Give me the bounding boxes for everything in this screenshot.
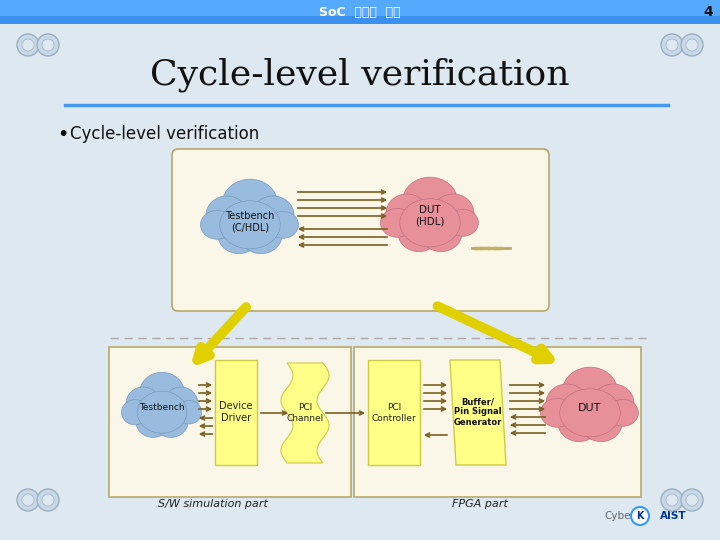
Text: Device
Driver: Device Driver — [220, 401, 253, 423]
Circle shape — [661, 489, 683, 511]
Ellipse shape — [402, 177, 457, 225]
Text: AIST: AIST — [660, 511, 687, 521]
Text: 4: 4 — [703, 5, 713, 19]
Ellipse shape — [206, 196, 248, 234]
Ellipse shape — [386, 194, 428, 232]
Ellipse shape — [432, 194, 474, 232]
Circle shape — [631, 507, 649, 525]
FancyBboxPatch shape — [0, 16, 720, 24]
Text: Testbench
(C/HDL): Testbench (C/HDL) — [225, 211, 275, 233]
Text: PCI
Controller: PCI Controller — [372, 403, 416, 423]
Ellipse shape — [541, 399, 574, 427]
Ellipse shape — [562, 367, 618, 415]
Circle shape — [681, 489, 703, 511]
Ellipse shape — [220, 201, 280, 249]
Ellipse shape — [558, 405, 600, 442]
Ellipse shape — [122, 400, 148, 425]
Circle shape — [42, 494, 54, 506]
Circle shape — [22, 494, 34, 506]
Text: Cycle-level verification: Cycle-level verification — [150, 58, 570, 92]
Ellipse shape — [240, 217, 282, 254]
Ellipse shape — [154, 406, 188, 437]
FancyBboxPatch shape — [109, 347, 351, 497]
Text: •: • — [57, 125, 68, 144]
Ellipse shape — [608, 400, 639, 426]
FancyBboxPatch shape — [354, 347, 641, 497]
Circle shape — [666, 39, 678, 51]
Circle shape — [17, 34, 39, 56]
Polygon shape — [450, 360, 506, 465]
Ellipse shape — [138, 391, 186, 433]
Circle shape — [22, 39, 34, 51]
Text: PCI
Channel: PCI Channel — [287, 403, 323, 423]
Ellipse shape — [400, 199, 460, 247]
Text: Buffer/
Pin Signal
Generator: Buffer/ Pin Signal Generator — [454, 397, 502, 427]
Text: Cyber: Cyber — [604, 511, 635, 521]
Circle shape — [681, 34, 703, 56]
Ellipse shape — [126, 387, 160, 421]
Ellipse shape — [420, 215, 462, 252]
Circle shape — [686, 39, 698, 51]
Ellipse shape — [222, 179, 277, 227]
Text: FPGA part: FPGA part — [452, 499, 508, 509]
Ellipse shape — [580, 405, 622, 442]
Text: DUT
(HDL): DUT (HDL) — [415, 205, 445, 227]
Text: DUT: DUT — [578, 403, 602, 413]
Text: SoC  설계의  검증: SoC 설계의 검증 — [319, 5, 401, 18]
Circle shape — [17, 489, 39, 511]
Text: Cycle-level verification: Cycle-level verification — [70, 125, 259, 143]
Ellipse shape — [140, 372, 184, 414]
FancyBboxPatch shape — [215, 360, 257, 465]
FancyBboxPatch shape — [368, 360, 420, 465]
FancyBboxPatch shape — [172, 149, 549, 311]
Ellipse shape — [546, 384, 588, 422]
Ellipse shape — [380, 208, 413, 237]
Ellipse shape — [164, 387, 198, 421]
Ellipse shape — [593, 384, 634, 422]
Circle shape — [661, 34, 683, 56]
Circle shape — [37, 489, 59, 511]
Ellipse shape — [136, 406, 170, 437]
Polygon shape — [281, 363, 329, 463]
Ellipse shape — [448, 210, 478, 236]
Ellipse shape — [176, 401, 202, 424]
Text: S/W simulation part: S/W simulation part — [158, 499, 268, 509]
Ellipse shape — [268, 211, 298, 238]
Text: K: K — [636, 511, 644, 521]
Ellipse shape — [200, 211, 233, 239]
FancyBboxPatch shape — [0, 0, 720, 24]
Circle shape — [666, 494, 678, 506]
Ellipse shape — [252, 196, 294, 234]
Ellipse shape — [218, 217, 260, 254]
Circle shape — [686, 494, 698, 506]
Circle shape — [42, 39, 54, 51]
Text: Testbench: Testbench — [139, 403, 185, 413]
Circle shape — [37, 34, 59, 56]
Ellipse shape — [398, 215, 440, 252]
Ellipse shape — [559, 389, 620, 437]
